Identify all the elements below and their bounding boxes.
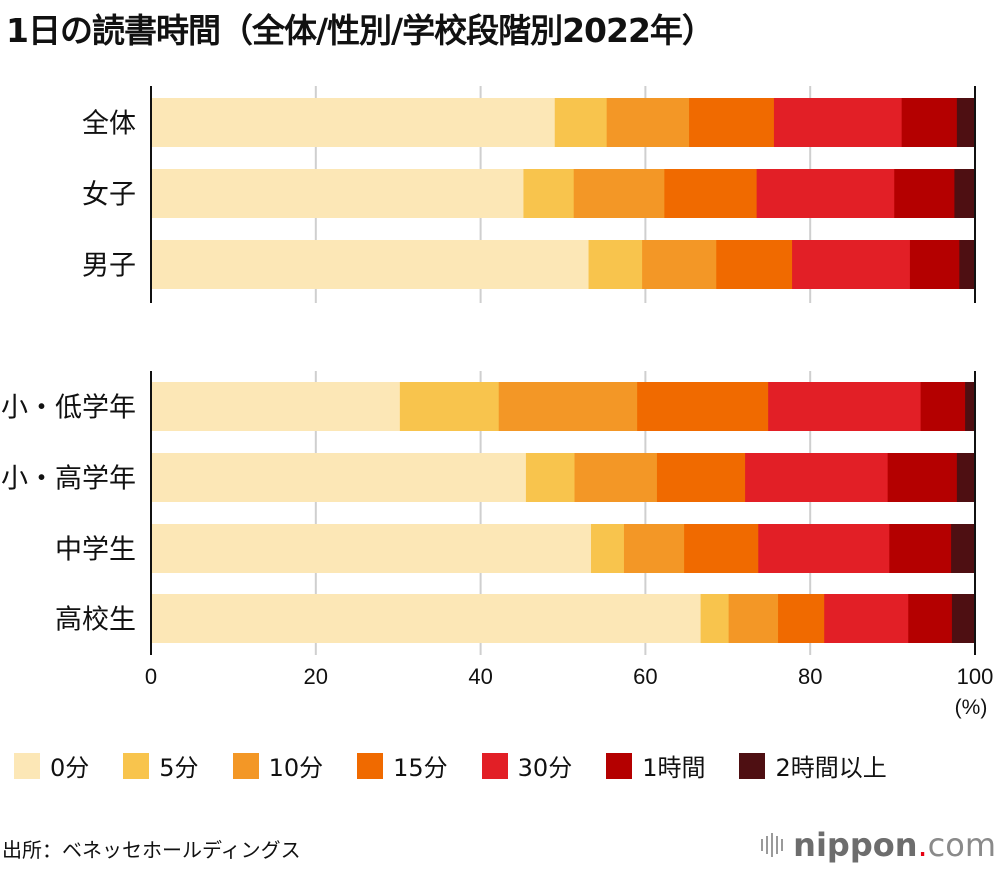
- x-axis-unit-label: (%): [955, 696, 988, 719]
- category-label: 高校生: [55, 605, 136, 636]
- bar-segment: [523, 169, 575, 218]
- legend-label: 10分: [268, 754, 324, 782]
- bar-segment: [778, 594, 825, 643]
- bar-segment: [894, 169, 955, 218]
- bar-segment: [951, 594, 976, 643]
- legend-item: 2時間以上: [739, 748, 887, 783]
- bar-segment: [637, 382, 769, 431]
- bar-segment: [716, 240, 793, 289]
- legend-label: 0分: [50, 754, 90, 782]
- logo-brand: nippon: [793, 826, 918, 864]
- category-label: 男子: [82, 251, 136, 282]
- bar-segment: [606, 98, 690, 147]
- bar-segment: [954, 169, 976, 218]
- bar-segment: [956, 453, 976, 502]
- x-tick-label: 40: [468, 664, 492, 689]
- legend-label: 30分: [517, 754, 573, 782]
- legend-item: 5分: [123, 748, 199, 783]
- bar-segment: [573, 169, 665, 218]
- bar-segment: [768, 382, 922, 431]
- x-tick-label: 0: [145, 664, 157, 689]
- bar-segment: [951, 524, 976, 573]
- logo-dot: .: [917, 826, 928, 864]
- legend-swatch: [357, 752, 384, 779]
- bar-segment: [965, 382, 976, 431]
- bar-segment: [151, 240, 590, 289]
- bar-segment: [956, 98, 976, 147]
- bar-segment: [959, 240, 976, 289]
- legend-swatch: [481, 752, 508, 779]
- bar-segment: [151, 524, 592, 573]
- bar-segment: [909, 240, 960, 289]
- category-label: 全体: [82, 109, 136, 140]
- bar-segment: [498, 382, 638, 431]
- bar-segment: [591, 524, 625, 573]
- legend-swatch: [606, 752, 633, 779]
- legend-swatch: [232, 752, 259, 779]
- bar-segment: [151, 169, 524, 218]
- bar-segment: [588, 240, 643, 289]
- bar-segment: [574, 453, 658, 502]
- legend-swatch: [14, 752, 40, 779]
- bars: [151, 98, 976, 643]
- legend-label: 5分: [159, 754, 199, 782]
- category-label: 小・高学年: [1, 464, 136, 495]
- bar-segment: [151, 98, 556, 147]
- legend-swatch: [123, 752, 150, 779]
- bar-segment: [689, 98, 775, 147]
- legend-label: 15分: [393, 754, 448, 782]
- nippon-logo: nippon. com: [761, 826, 996, 864]
- legend-item: 10分: [232, 748, 324, 783]
- bar-segment: [151, 453, 527, 502]
- bar-segment: [664, 169, 758, 218]
- bar-segment: [908, 594, 953, 643]
- bar-segment: [745, 453, 889, 502]
- bar-segment: [399, 382, 500, 431]
- legend-item: 15分: [357, 748, 448, 783]
- bar-segment: [642, 240, 717, 289]
- legend: 0分 5分 10分 15分 30分 1時間 2時間以上: [14, 748, 921, 783]
- bar-segment: [151, 594, 702, 643]
- bar-segment: [756, 169, 895, 218]
- bar-segment: [901, 98, 958, 147]
- bar-segment: [889, 524, 952, 573]
- bar-segment: [887, 453, 958, 502]
- legend-item: 0分: [14, 748, 89, 783]
- bar-segment: [623, 524, 685, 573]
- chart-title: 1日の読書時間（全体/性別/学校段階別2022年）: [6, 11, 715, 50]
- legend-label: 2時間以上: [775, 754, 887, 782]
- bar-segment: [700, 594, 730, 643]
- bar-segment: [525, 453, 576, 502]
- category-label: 小・低学年: [1, 393, 136, 424]
- bar-segment: [920, 382, 966, 431]
- bar-segment: [151, 382, 401, 431]
- legend-label: 1時間: [642, 754, 706, 782]
- x-tick-label: 20: [304, 664, 328, 689]
- bar-segment: [792, 240, 911, 289]
- bar-segment: [684, 524, 759, 573]
- bar-segment: [656, 453, 746, 502]
- bar-segment: [824, 594, 909, 643]
- category-label: 女子: [82, 180, 136, 211]
- legend-swatch: [739, 752, 766, 779]
- axes: [150, 86, 976, 655]
- x-tick-labels: 0 20 40 60 80 100 (%): [145, 664, 993, 719]
- legend-item: 30分: [481, 748, 573, 783]
- bar-segment: [773, 98, 903, 147]
- legend-item: 1時間: [606, 748, 705, 783]
- logo-tld: com: [927, 826, 996, 864]
- bar-segment: [758, 524, 890, 573]
- source-note: 出所：ベネッセホールディングス: [2, 838, 301, 862]
- x-tick-label: 60: [633, 664, 657, 689]
- sound-bars-icon: [761, 833, 784, 857]
- category-label: 中学生: [55, 535, 136, 566]
- x-tick-label: 100: [957, 664, 994, 689]
- bar-segment: [728, 594, 779, 643]
- x-tick-label: 80: [798, 664, 822, 689]
- bar-segment: [554, 98, 608, 147]
